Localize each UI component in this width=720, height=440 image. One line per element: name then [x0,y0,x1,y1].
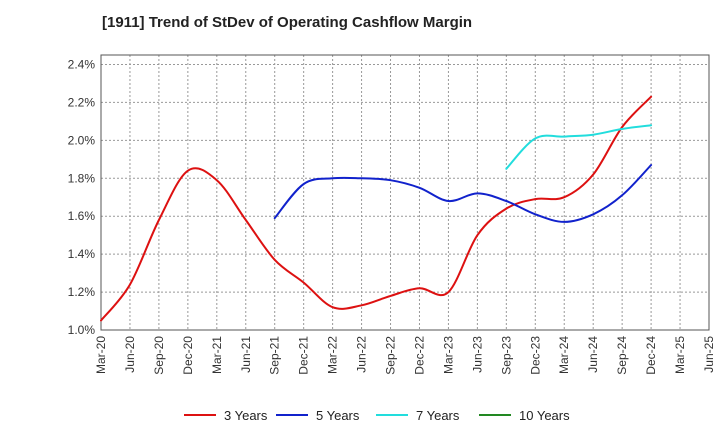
x-tick-label: Sep-21 [268,336,282,375]
x-tick-label: Jun-21 [239,336,253,373]
y-tick-label: 1.0% [68,323,96,337]
plot-area [101,55,709,330]
x-tick-label: Mar-20 [94,336,108,374]
legend-label-3-years: 3 Years [224,408,268,423]
chart-title: [1911] Trend of StDev of Operating Cashf… [102,14,473,31]
x-tick-label: Jun-20 [123,336,137,373]
series-line-7-years [505,124,653,170]
y-tick-label: 1.2% [68,285,96,299]
y-tick-label: 1.8% [68,171,96,185]
x-tick-label: Jun-25 [702,336,716,373]
x-tick-label: Mar-23 [441,336,455,374]
x-tick-label: Dec-20 [181,336,195,375]
y-tick-label: 1.6% [68,209,96,223]
legend-label-5-years: 5 Years [316,408,360,423]
x-tick-label: Sep-24 [615,336,629,375]
x-tick-label: Jun-23 [470,336,484,373]
x-tick-label: Mar-25 [673,336,687,374]
y-tick-label: 2.0% [68,133,96,147]
x-tick-label: Jun-22 [355,336,369,373]
series-line-3-years [100,95,653,322]
x-tick-label: Sep-20 [152,336,166,375]
x-tick-label: Dec-21 [297,336,311,375]
legend-label-10-years: 10 Years [519,408,570,423]
x-tick-label: Mar-22 [326,336,340,374]
x-tick-label: Sep-23 [499,336,513,375]
y-tick-label: 1.4% [68,247,96,261]
x-tick-label: Dec-22 [412,336,426,375]
x-tick-label: Mar-21 [210,336,224,374]
x-tick-label: Mar-24 [557,336,571,374]
y-tick-label: 2.2% [68,95,96,109]
series-line-5-years [273,164,653,223]
x-tick-label: Jun-24 [586,336,600,373]
plot-border [100,54,710,331]
x-tick-label: Dec-23 [528,336,542,375]
legend-label-7-years: 7 Years [416,408,460,423]
x-tick-label: Sep-22 [384,336,398,375]
y-tick-label: 2.4% [68,57,96,71]
x-tick-label: Dec-24 [644,336,658,375]
